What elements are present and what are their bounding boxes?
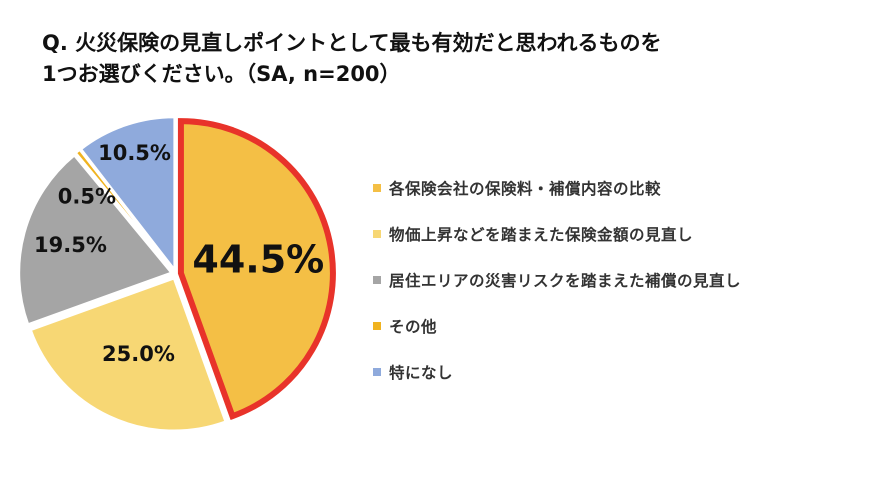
data-label-none: 10.5% — [98, 141, 171, 165]
legend-item-comparison: 各保険会社の保険料・補償内容の比較 — [373, 178, 741, 198]
legend-swatch — [373, 184, 381, 192]
legend-swatch — [373, 322, 381, 330]
chart-title-line-2: 1つお選びください。（SA, n=200） — [42, 62, 401, 86]
chart-title: Q. 火災保険の見直しポイントとして最も有効だと思われるものを 1つお選びくださ… — [42, 28, 842, 90]
legend-item-insured-amount: 物価上昇などを踏まえた保険金額の見直し — [373, 224, 741, 244]
pie-slice-insured-amount — [29, 277, 227, 432]
pie-slice-disaster-risk — [18, 154, 173, 326]
data-label-comparison: 44.5% — [192, 238, 324, 282]
legend-label: 居住エリアの災害リスクを踏まえた補償の見直し — [389, 272, 742, 290]
legend-label: 物価上昇などを踏まえた保険金額の見直し — [389, 226, 694, 244]
legend-label: 特になし — [389, 364, 454, 382]
chart-legend: 各保険会社の保険料・補償内容の比較物価上昇などを踏まえた保険金額の見直し居住エリ… — [373, 178, 741, 408]
data-label-insured-amount: 25.0% — [102, 342, 175, 366]
legend-swatch — [373, 368, 381, 376]
chart-title-line-1: Q. 火災保険の見直しポイントとして最も有効だと思われるものを — [42, 31, 662, 55]
legend-swatch — [373, 276, 381, 284]
legend-item-other: その他 — [373, 316, 741, 336]
legend-label: その他 — [389, 318, 438, 336]
legend-item-none: 特になし — [373, 362, 741, 382]
data-label-other: 0.5% — [58, 185, 116, 209]
pie-slice-other — [74, 148, 174, 271]
legend-item-disaster-risk: 居住エリアの災害リスクを踏まえた補償の見直し — [373, 270, 741, 290]
data-label-disaster-risk: 19.5% — [34, 233, 107, 257]
legend-label: 各保険会社の保険料・補償内容の比較 — [389, 180, 662, 198]
pie-slice-none — [79, 116, 176, 273]
legend-swatch — [373, 230, 381, 238]
highlight-outline — [177, 118, 336, 420]
